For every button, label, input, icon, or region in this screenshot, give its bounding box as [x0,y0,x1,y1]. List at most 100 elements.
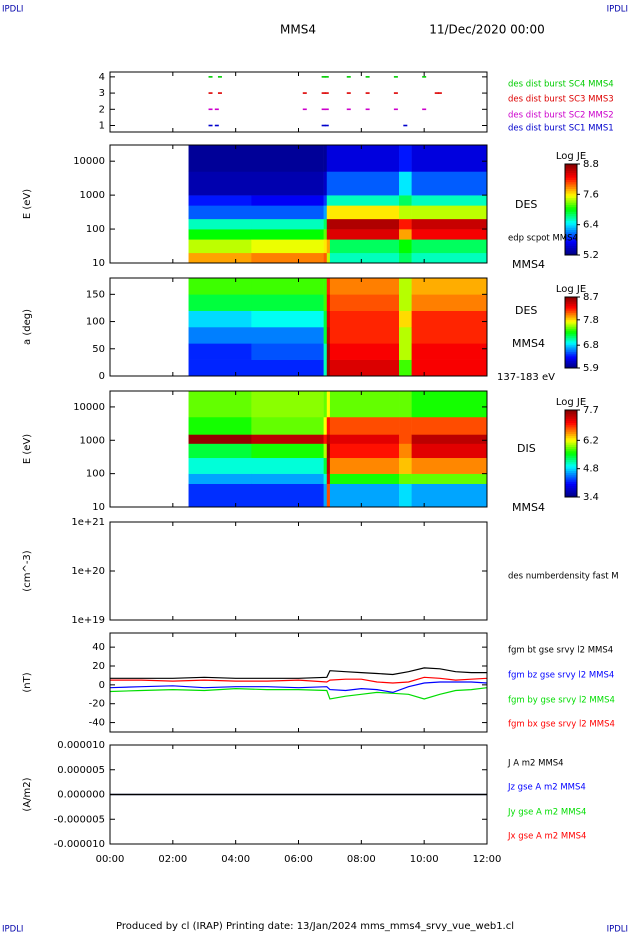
spectrogram-cell [399,205,412,220]
colorbar-title: Log JE [556,397,586,408]
colorbar-swatch [565,248,577,251]
colorbar-swatch [565,209,577,213]
logo: IPDLI [2,5,23,15]
colorbar-tick-label: 7.8 [583,315,599,326]
spectrogram-cell [323,239,328,254]
spectrogram-cell [329,239,400,254]
spectrogram-cell [251,171,324,196]
y-tick-label: 10000 [73,402,105,413]
panel-frame [109,71,488,133]
colorbar-swatch [565,339,577,342]
legend-entry: fgm bz gse srvy l2 MMS4 [508,671,614,681]
legend-entry: fgm bx gse srvy l2 MMS4 [508,720,615,730]
x-tick-label: 08:00 [347,854,376,865]
event-marker [214,108,219,111]
colorbar-swatch [565,195,577,199]
spectrogram-cell [323,457,328,474]
colorbar-swatch [565,352,577,355]
spectrogram-cell [251,294,324,311]
spectrogram-cell [188,145,252,172]
spectrogram-cell [326,252,331,264]
colorbar-swatch [565,470,577,474]
colorbar-swatch [565,440,577,444]
colorbar-swatch [565,360,577,364]
y-tick-label: 0 [99,680,105,691]
spectrogram-cell [188,416,252,435]
y-tick-label: 10 [92,258,105,269]
spectrogram-cell [323,171,328,196]
colorbar-swatch [565,332,577,335]
legend-entry: Jy gse A m2 MMS4 [507,808,586,818]
y-tick-label: 3 [99,88,105,99]
colorbar-swatch [565,442,577,446]
colorbar-swatch [565,164,577,167]
x-tick-label: 06:00 [284,854,313,865]
colorbar-swatch [565,229,577,233]
spectrogram-cell [399,278,412,295]
spectrogram-cell [251,278,324,295]
colorbar-swatch [565,241,577,245]
colorbar-swatch [565,353,577,357]
colorbar-swatch [565,431,577,435]
event-marker [302,108,307,111]
colorbar-swatch [565,328,577,332]
colorbar-swatch [565,451,577,454]
colorbar-swatch [565,429,577,433]
spectrogram-cell [323,391,328,418]
spectrogram-cell [329,195,400,206]
y-tick-label: 1 [99,121,105,132]
colorbar-tick-label: 5.9 [583,363,599,374]
spectrogram-cell [329,294,400,311]
event-marker [422,76,427,78]
event-marker [208,108,213,111]
spectrogram-cell [323,359,328,377]
event-marker [321,108,326,111]
colorbar-swatch [565,312,577,316]
y-tick-label: 2 [99,104,105,115]
spectrogram-cell [323,252,328,264]
colorbar-swatch [565,460,577,463]
colorbar-swatch [565,334,577,337]
legend-entry: fgm bt gse srvy l2 MMS4 [508,646,613,656]
colorbar-swatch [565,412,577,415]
spectrogram-cell [399,359,412,377]
spectrogram-cell [251,229,324,240]
spectrogram-cell [329,391,400,418]
colorbar-swatch [565,243,577,247]
spectrogram-cell [399,195,412,206]
spectrogram-cell [411,359,488,377]
annotation: DES [515,198,537,211]
y-tick-label: 100 [86,224,105,235]
colorbar-swatch [565,193,577,197]
legend-entry: des dist burst SC2 MMS2 [508,111,614,121]
colorbar-swatch [565,364,577,367]
colorbar-swatch [565,302,577,305]
spectrogram-cell [411,171,488,196]
colorbar-swatch [565,344,577,348]
spectrogram-cell [323,434,328,444]
spectrogram-cell [326,343,331,360]
event-marker [324,124,329,127]
spacecraft: MMS4 [280,23,316,37]
event-marker [217,76,222,78]
colorbar-swatch [565,449,577,452]
y-tick-label: 0.000010 [57,740,105,751]
colorbar-tick-label: 3.4 [583,492,599,503]
spectrogram-cell [329,218,400,230]
colorbar-swatch [565,330,577,333]
colorbar-swatch [565,204,577,208]
y-tick-label: 150 [86,289,105,300]
colorbar-swatch [565,473,577,476]
colorbar-swatch [565,337,577,341]
colorbar-swatch [565,436,577,439]
spectrogram-cell [251,327,324,344]
x-tick-label: 10:00 [410,854,439,865]
colorbar-swatch [565,223,577,226]
colorbar-swatch [565,455,577,459]
spectrogram-cell [329,343,400,360]
annotation: MMS4 [512,337,545,350]
spectrogram-cell [399,294,412,311]
spectrogram-cell [326,359,331,377]
spectrogram-cell [326,229,331,240]
event-marker [214,124,219,127]
